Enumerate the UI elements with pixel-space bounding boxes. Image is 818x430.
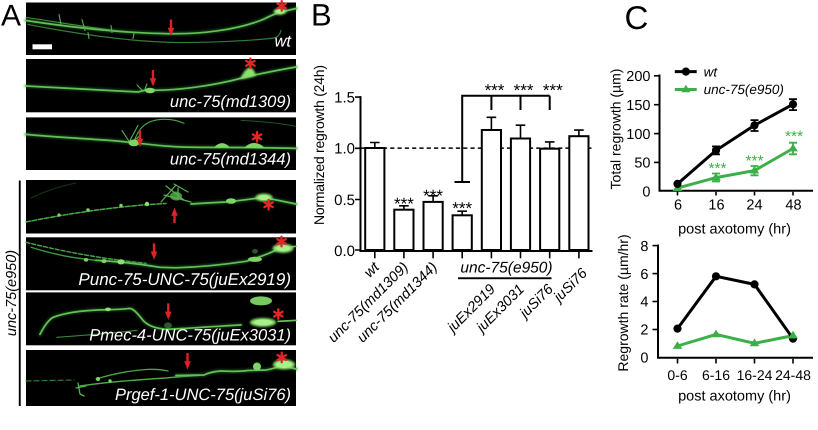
svg-text:C: C <box>625 0 649 36</box>
svg-text:0.5: 0.5 <box>334 192 355 209</box>
svg-text:***: *** <box>708 161 726 178</box>
svg-text:Total regrowth (µm): Total regrowth (µm) <box>608 69 624 190</box>
svg-text:***: *** <box>452 199 472 218</box>
svg-text:wt: wt <box>704 64 719 79</box>
svg-text:24: 24 <box>746 198 762 214</box>
svg-text:Punc-75-UNC-75(juEx2919): Punc-75-UNC-75(juEx2919) <box>78 270 291 289</box>
svg-text:unc-75(md1344): unc-75(md1344) <box>170 150 291 168</box>
svg-text:unc-75(e950): unc-75(e950) <box>704 82 784 97</box>
svg-text:6: 6 <box>674 198 682 214</box>
svg-text:1.5: 1.5 <box>334 90 355 107</box>
svg-text:0: 0 <box>642 185 650 201</box>
svg-text:***: *** <box>514 81 534 100</box>
svg-text:wt: wt <box>275 33 293 51</box>
svg-text:8: 8 <box>640 239 648 255</box>
svg-text:0.0: 0.0 <box>334 243 355 260</box>
svg-text:2: 2 <box>640 323 648 339</box>
svg-text:6-16: 6-16 <box>702 367 730 383</box>
svg-text:unc-75(e950): unc-75(e950) <box>4 250 20 336</box>
svg-text:***: *** <box>785 128 803 145</box>
svg-text:6: 6 <box>640 267 648 283</box>
svg-text:Regrowth rate (µm/hr): Regrowth rate (µm/hr) <box>615 234 631 371</box>
svg-text:post axotomy (hr): post axotomy (hr) <box>678 389 791 405</box>
svg-text:unc-75(e950): unc-75(e950) <box>460 260 552 277</box>
svg-text:post axotomy (hr): post axotomy (hr) <box>678 222 791 238</box>
svg-text:Prgef-1-UNC-75(juSi76): Prgef-1-UNC-75(juSi76) <box>115 386 291 404</box>
svg-text:***: *** <box>423 187 443 206</box>
svg-text:1.0: 1.0 <box>334 141 355 158</box>
svg-text:24-48: 24-48 <box>775 367 811 383</box>
svg-text:48: 48 <box>785 198 801 214</box>
svg-text:Normalized regrowth (24h): Normalized regrowth (24h) <box>311 65 327 225</box>
svg-text:A: A <box>1 0 21 33</box>
svg-text:0: 0 <box>640 351 648 367</box>
svg-text:50: 50 <box>634 156 650 172</box>
svg-text:unc-75(md1309): unc-75(md1309) <box>170 93 291 111</box>
svg-text:Pmec-4-UNC-75(juEx3031): Pmec-4-UNC-75(juEx3031) <box>89 326 291 344</box>
svg-text:16: 16 <box>708 198 724 214</box>
svg-text:100: 100 <box>626 127 650 143</box>
svg-text:B: B <box>311 0 332 33</box>
svg-text:0-6: 0-6 <box>667 367 687 383</box>
svg-text:200: 200 <box>626 69 650 85</box>
svg-text:***: *** <box>543 81 563 100</box>
svg-text:150: 150 <box>626 98 650 114</box>
svg-text:***: *** <box>394 195 414 214</box>
svg-text:4: 4 <box>640 295 648 311</box>
svg-text:***: *** <box>485 81 505 100</box>
svg-text:***: *** <box>745 153 763 170</box>
svg-text:16-24: 16-24 <box>737 367 773 383</box>
